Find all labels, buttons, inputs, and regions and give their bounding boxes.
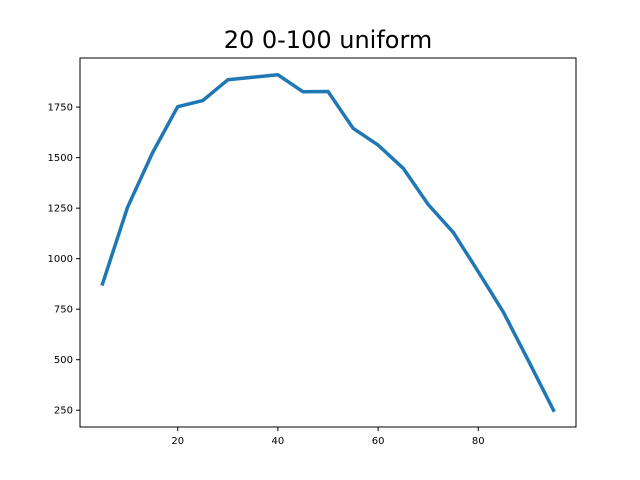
data-point	[276, 73, 279, 76]
data-point	[427, 203, 430, 206]
x-tick-label: 40	[272, 436, 285, 447]
plot-area: 20 40 60 80 250 500 750 1000 1250 1500 1750	[48, 73, 556, 447]
data-point	[151, 151, 154, 154]
x-tick-label: 20	[171, 436, 184, 447]
data-point	[452, 231, 455, 234]
y-tick-label: 1250	[48, 204, 73, 215]
y-tick-label: 1500	[48, 153, 73, 164]
y-tick-label: 250	[54, 406, 73, 417]
data-point	[251, 76, 254, 79]
data-point	[201, 99, 204, 102]
data-point	[402, 167, 405, 170]
data-point	[502, 311, 505, 314]
data-point	[477, 270, 480, 273]
data-point	[552, 409, 555, 412]
data-point	[352, 127, 355, 130]
data-point	[101, 282, 104, 285]
y-tick-label: 1000	[48, 254, 73, 265]
plot-frame	[79, 57, 577, 428]
series-line	[100, 73, 556, 413]
y-tick-label: 1750	[48, 103, 73, 114]
y-tick-label: 500	[54, 355, 73, 366]
data-point	[176, 105, 179, 108]
data-point	[377, 144, 380, 147]
data-point	[527, 359, 530, 362]
data-point	[126, 206, 129, 209]
y-tick-label: 750	[54, 305, 73, 316]
data-point	[226, 78, 229, 81]
chart-title: 20 0-100 uniform	[224, 26, 433, 54]
data-point	[301, 90, 304, 93]
data-point	[327, 90, 330, 93]
x-tick-label: 80	[472, 436, 485, 447]
x-tick-label: 60	[372, 436, 385, 447]
